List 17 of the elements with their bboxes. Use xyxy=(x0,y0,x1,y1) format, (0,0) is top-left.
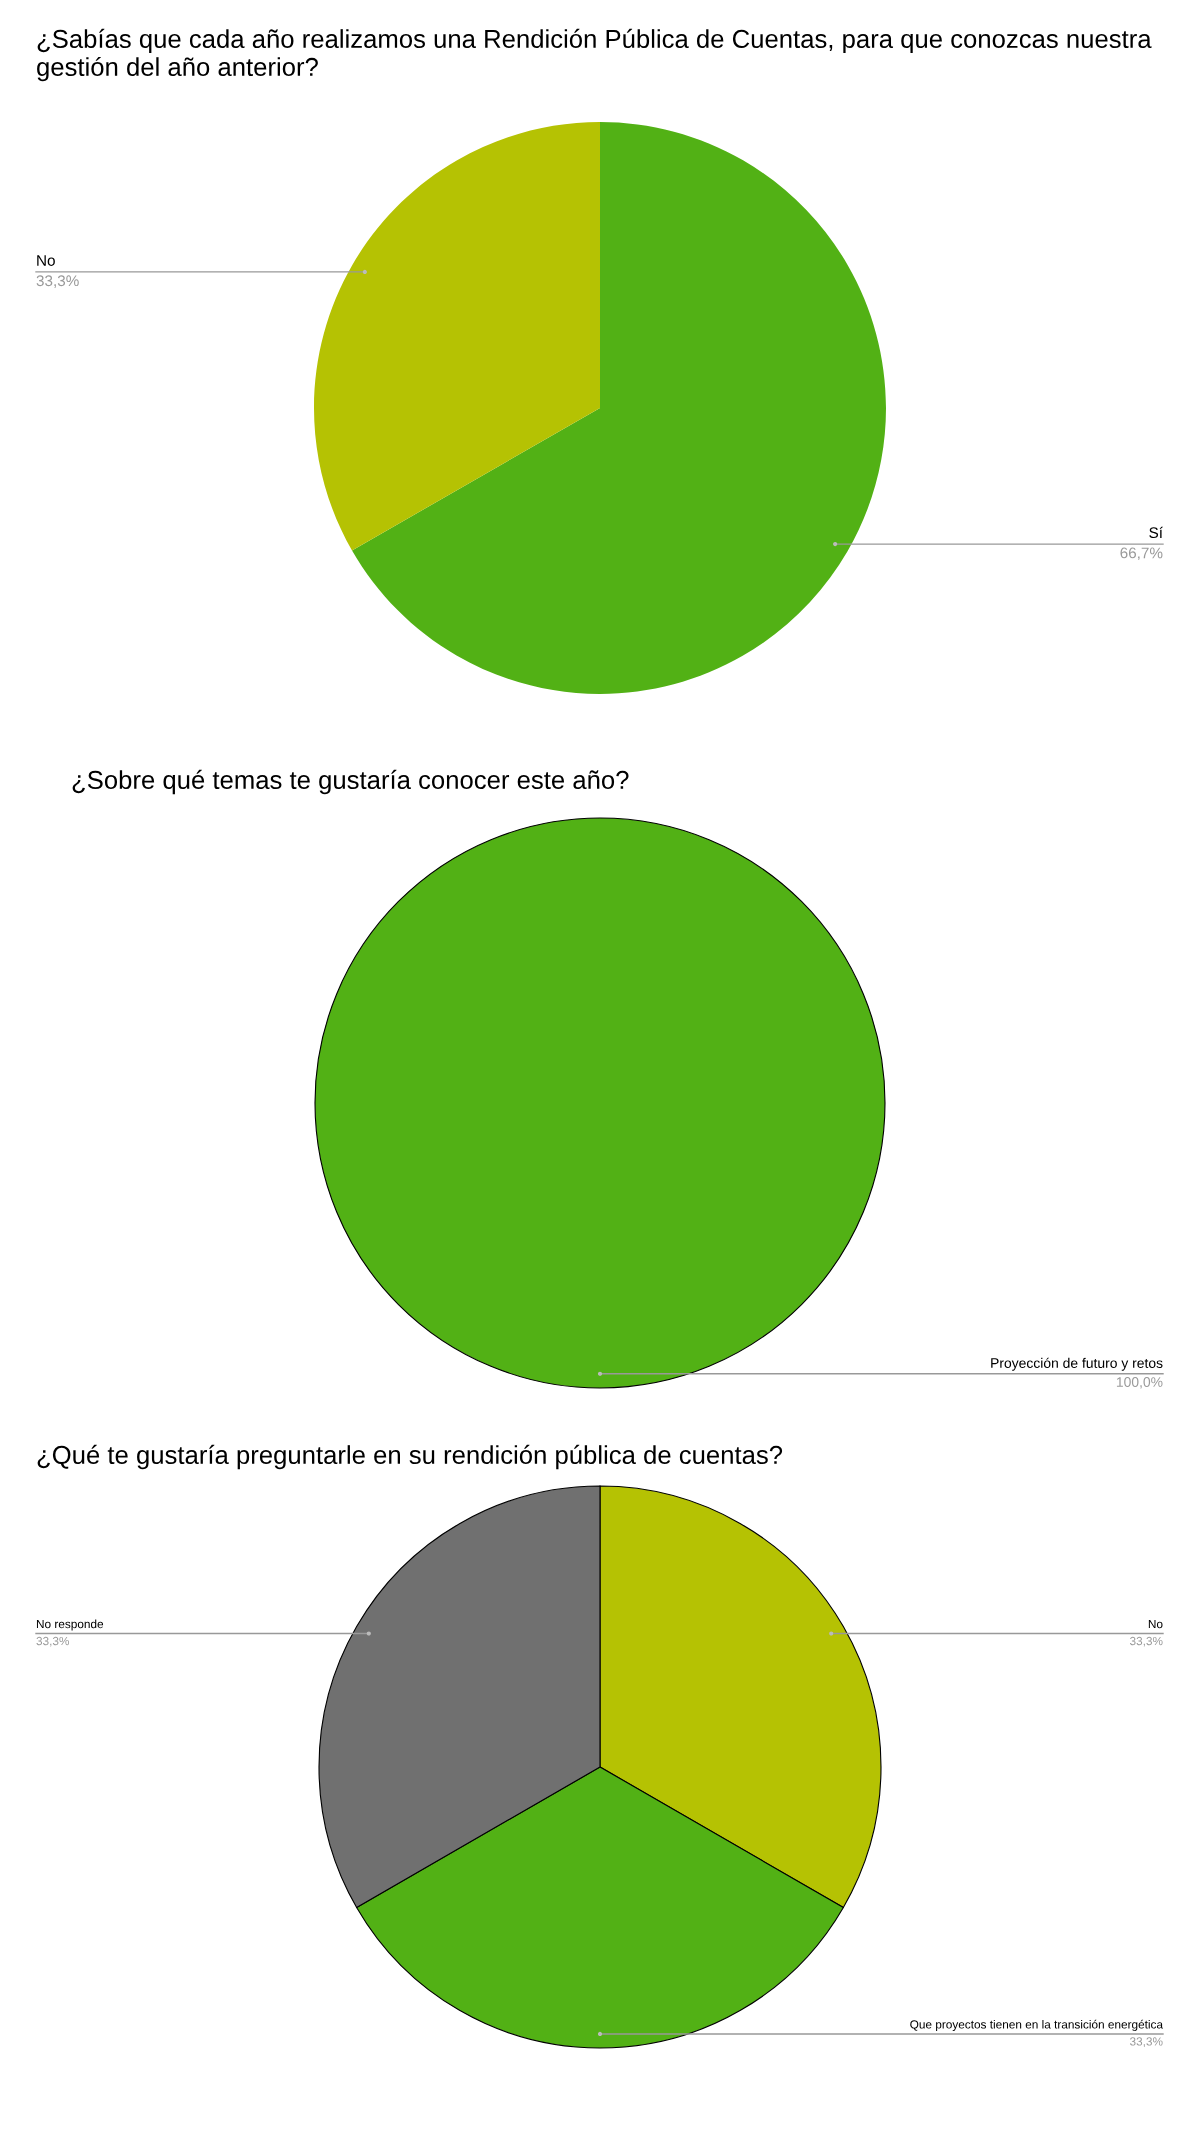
slice-label: No responde xyxy=(36,1619,104,1631)
slice-label: Que proyectos tienen en la transición energética xyxy=(910,2019,1164,2031)
slice-label: No xyxy=(1148,1619,1163,1629)
data-label: 33,3% xyxy=(1129,2037,1163,2048)
chart-title: ¿Sabías que cada año realizamos una Rendición Pública de Cuentas, para que conozcas nuestra gestión del año anterior? xyxy=(37,28,1152,82)
data-label: 33,3% xyxy=(36,275,79,288)
chart-title: ¿Qué te gustaría preguntarle en su rendición pública de cuentas? xyxy=(37,1444,783,1470)
data-label: 100,0% xyxy=(1116,1377,1163,1389)
data-label: 33,3% xyxy=(1129,1636,1163,1647)
chart-title: ¿Sobre qué temas te gustaría conocer este año? xyxy=(72,769,629,795)
data-label: 66,7% xyxy=(1120,547,1163,561)
pie-slice xyxy=(352,122,886,694)
slice-label: No xyxy=(37,255,55,266)
slice-label: Sí xyxy=(1149,526,1163,539)
pie-slice xyxy=(314,122,600,551)
data-label: 33,3% xyxy=(36,1636,70,1647)
slice-label: Proyección de futuro y retos xyxy=(991,1357,1163,1371)
